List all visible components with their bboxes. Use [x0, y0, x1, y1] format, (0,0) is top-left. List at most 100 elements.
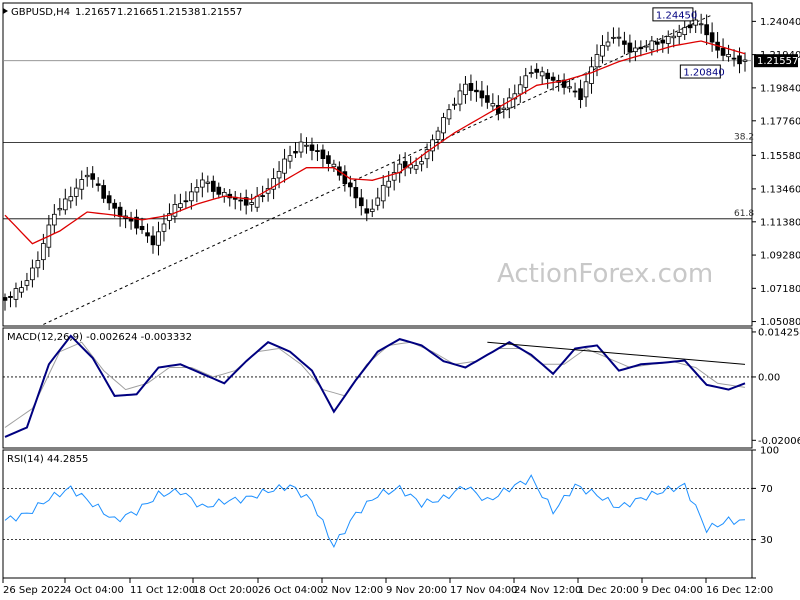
candle-body — [633, 47, 638, 53]
candle-body — [589, 66, 594, 84]
fib-levels: 38.2 61.8 — [3, 60, 754, 220]
candle-body — [249, 202, 254, 205]
price-tick-label: 1.05080 — [760, 317, 800, 328]
candle-body — [348, 182, 353, 188]
moving-average-line — [4, 40, 746, 245]
candle-body — [622, 40, 627, 45]
candle-body — [704, 24, 709, 36]
candle-body — [309, 144, 315, 151]
time-tick-label: 26 Sep 2022 — [3, 585, 66, 596]
price-tick-label: 1.15580 — [760, 151, 800, 162]
rsi-tick-label: 70 — [760, 484, 773, 495]
fib-label: 61.8 — [734, 209, 754, 219]
candle-body — [24, 280, 30, 286]
candle-body — [490, 103, 496, 107]
ohlc-close: 1.21557 — [201, 7, 242, 18]
candle-body — [441, 117, 446, 134]
candle-body — [35, 260, 41, 269]
candle-body — [298, 141, 304, 153]
time-tick-label: 16 Dec 12:00 — [706, 585, 773, 596]
rsi-title: RSI(14) 44.2855 — [7, 454, 88, 465]
candle-body — [353, 187, 359, 199]
candle-body — [276, 170, 282, 179]
candle-body — [342, 171, 348, 185]
candle-body — [446, 109, 452, 120]
candle-body — [128, 218, 134, 222]
candle-body — [320, 149, 326, 160]
candle-body — [238, 199, 244, 202]
candle-body — [638, 46, 644, 50]
candle-body — [271, 178, 276, 190]
candle-body — [693, 19, 698, 26]
time-tick-label: 18 Oct 20:00 — [193, 585, 258, 596]
candle-body — [156, 231, 161, 246]
candle-body — [534, 68, 540, 73]
candle-body — [167, 213, 172, 221]
candle-body — [506, 97, 512, 109]
candle-body — [112, 202, 117, 209]
ohlc-low: 1.21538 — [159, 7, 200, 18]
candle-body — [583, 81, 589, 98]
candle-body — [282, 158, 287, 174]
rsi-line — [4, 474, 746, 549]
candle-body — [73, 187, 79, 197]
candle-body — [243, 197, 249, 206]
ohlc-open: 1.21657 — [75, 7, 116, 18]
candle-body — [205, 181, 211, 184]
candle-body — [413, 165, 419, 170]
candle-body — [485, 95, 490, 103]
candle-body — [726, 54, 731, 58]
candle-body — [41, 243, 46, 261]
candle-body — [364, 208, 370, 214]
candle-body — [463, 83, 468, 96]
macd-y-axis: 0.014254 0.00 -0.020063 — [752, 327, 800, 447]
candle-body — [95, 183, 101, 186]
candle-body — [260, 195, 265, 197]
candle-body — [665, 35, 671, 44]
macd-title: MACD(12,26,9) -0.002624 -0.003332 — [7, 332, 192, 343]
candle-body — [375, 197, 381, 206]
candle-body — [698, 23, 704, 26]
time-tick-label: 11 Oct 12:00 — [130, 585, 195, 596]
time-tick-label: 17 Nov 04:00 — [450, 585, 517, 596]
current-price-tag: 1.21557 — [754, 54, 798, 68]
candle-body — [62, 198, 68, 211]
candle-body — [709, 32, 715, 43]
price-tick-label: 1.11380 — [760, 217, 800, 228]
macd-main-line — [4, 334, 746, 438]
price-annotation-box — [652, 7, 694, 22]
rsi-panel: 100 70 30 RSI(14) 44.2855 — [2, 446, 779, 579]
macd-tick-label: 0.00 — [758, 372, 780, 383]
candle-body — [315, 150, 320, 152]
time-tick-label: 4 Oct 04:00 — [65, 585, 124, 596]
candle-body — [183, 200, 189, 203]
time-tick-label: 9 Dec 04:00 — [642, 585, 703, 596]
candle-body — [101, 185, 106, 199]
candle-body — [84, 174, 90, 178]
candle-body — [106, 195, 112, 204]
candle-body — [671, 35, 677, 39]
fib-label: 38.2 — [734, 133, 754, 143]
candle-body — [194, 187, 200, 193]
candle-body — [326, 155, 331, 164]
price-annotations: 1.24450 1.20840 — [652, 7, 725, 79]
candle-body — [605, 41, 611, 47]
candle-body — [452, 103, 457, 106]
candle-body — [528, 72, 534, 74]
candle-body — [474, 89, 479, 93]
candle-body — [216, 186, 222, 195]
candle-body — [578, 88, 583, 101]
candle-body — [117, 206, 123, 217]
time-tick-label: 2 Nov 12:00 — [322, 585, 383, 596]
price-header: GBPUSD,H4 1.21657 1.21665 1.21538 1.2155… — [3, 7, 242, 18]
candle-body — [189, 191, 194, 202]
candle-body — [676, 32, 682, 37]
price-tick-label: 1.19840 — [760, 83, 800, 94]
time-tick-label: 24 Nov 12:00 — [514, 585, 581, 596]
candle-body — [687, 24, 693, 29]
candle-body — [13, 288, 19, 300]
macd-trendline — [487, 341, 746, 365]
watermark: ActionForex.com — [497, 259, 713, 289]
candle-body — [600, 44, 605, 57]
candle-body — [468, 83, 474, 91]
